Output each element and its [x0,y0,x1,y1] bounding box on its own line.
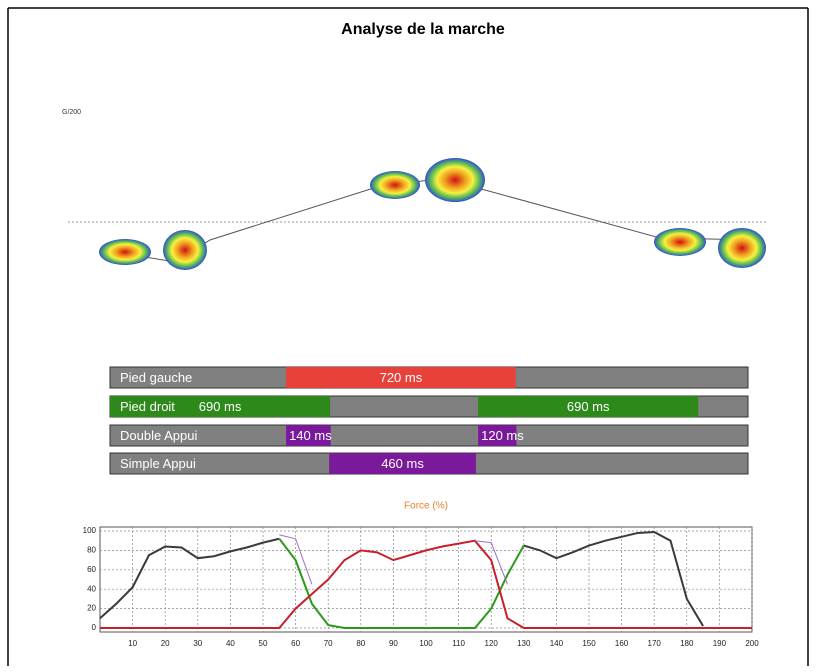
segment [478,396,699,417]
x-tick-label: 90 [389,639,398,648]
x-tick-label: 60 [291,639,300,648]
row-label: Simple Appui [120,456,196,471]
footprint [370,171,420,199]
footprint [163,230,207,270]
segment [286,425,331,446]
x-tick-label: 150 [582,639,596,648]
bar-track [109,424,749,447]
segment [110,396,331,417]
segment-label: 720 ms [380,370,423,385]
segment-label: 690 ms [199,399,242,414]
footprint [99,239,151,265]
x-tick-label: 100 [419,639,433,648]
y-tick-label: 80 [87,546,96,555]
row-label: Double Appui [120,428,197,443]
series-line [279,534,508,585]
series-line [278,538,525,629]
chart-title: Force (%) [404,501,448,512]
x-tick-label: 40 [226,639,235,648]
force-chart: Force (%) 0 20 40 60 80 100 10 20 30 40 50 60 70 80 90 1… [83,501,760,648]
y-tick-label: 100 [83,526,97,535]
x-tick-label: 140 [550,639,564,648]
timing-bars: 720 ms Pied gauche 690 ms 690 ms Pied droit 1… [109,366,749,475]
x-tick-label: 170 [648,639,662,648]
x-tick-label: 160 [615,639,629,648]
series-line [100,539,752,629]
x-tick-label: 110 [452,639,465,648]
segment-label: 120 ms [481,428,524,443]
x-tick-label: 20 [161,639,170,648]
x-tick-label: 50 [259,639,268,648]
footprint [718,228,766,268]
x-tick-label: 120 [485,639,499,648]
x-tick-label: 130 [517,639,531,648]
series-line [99,530,704,627]
segment-label: 140 ms [289,428,332,443]
y-tick-label: 20 [87,604,96,613]
x-tick-label: 190 [713,639,727,648]
y-tick-label: 0 [92,623,97,632]
y-tick-label: 60 [87,565,96,574]
segment [478,425,517,446]
segment [286,367,516,388]
row-label: Pied gauche [120,370,192,385]
x-tick-label: 10 [128,639,137,648]
footprints [99,158,766,270]
title: Analyse de la marche [341,21,505,38]
x-tick-label: 80 [356,639,365,648]
row-label: Pied droit [120,399,175,414]
segment-label: 460 ms [381,456,424,471]
scale-label: G/200 [62,109,81,116]
footprint [654,228,706,256]
x-tick-label: 200 [745,639,759,648]
footprint [425,158,485,202]
segment [329,453,476,474]
x-tick-label: 180 [680,639,694,648]
segment-label: 690 ms [567,399,610,414]
y-tick-label: 40 [87,584,96,593]
x-tick-label: 70 [324,639,333,648]
x-tick-label: 30 [193,639,202,648]
